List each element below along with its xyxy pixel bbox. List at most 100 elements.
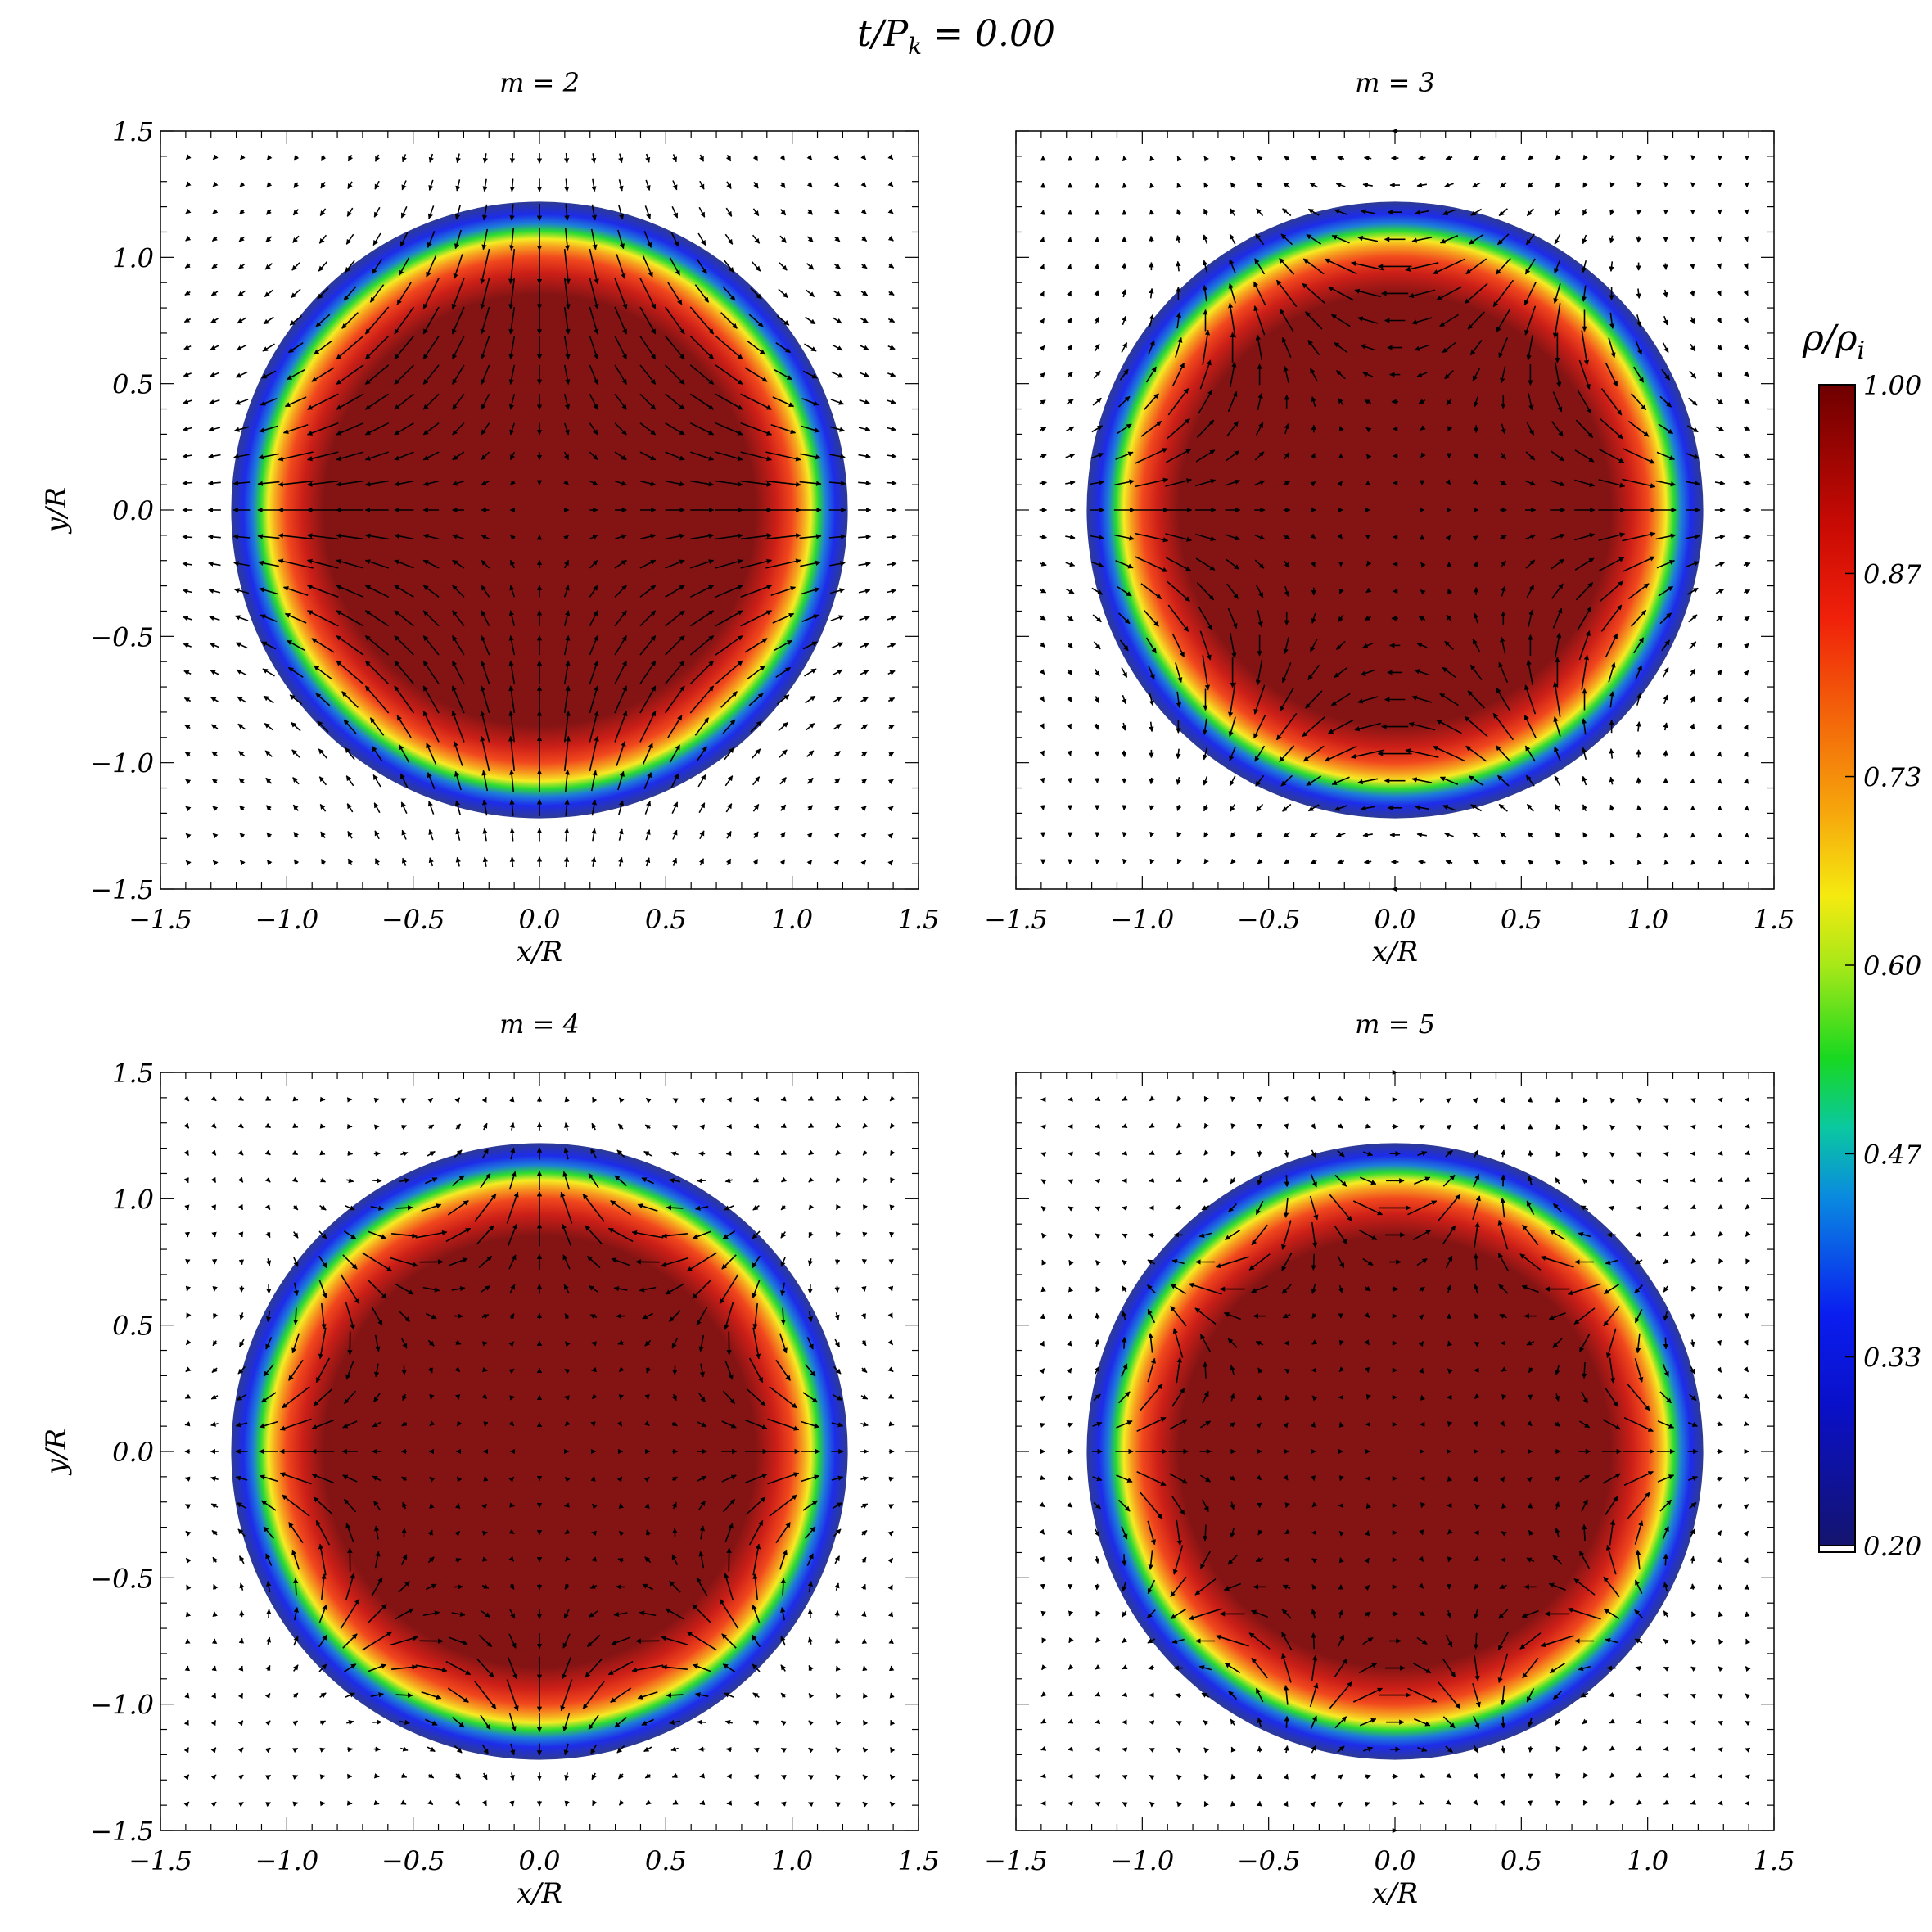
- velocity-arrow: [726, 1097, 733, 1103]
- velocity-arrow: [1555, 1124, 1561, 1131]
- velocity-arrow: [235, 642, 248, 649]
- velocity-arrow: [563, 585, 570, 598]
- velocity-arrow: [336, 533, 364, 540]
- velocity-arrow: [287, 369, 305, 381]
- velocity-arrow: [238, 1665, 244, 1672]
- velocity-arrow: [750, 720, 762, 733]
- velocity-arrow: [1716, 697, 1722, 703]
- velocity-arrow: [724, 1177, 733, 1184]
- velocity-arrow: [775, 666, 792, 678]
- velocity-arrow: [399, 744, 410, 763]
- velocity-arrow: [861, 236, 868, 242]
- velocity-arrow: [861, 263, 868, 269]
- velocity-arrow: [1609, 748, 1614, 759]
- velocity-arrow: [1362, 832, 1373, 838]
- velocity-arrow: [665, 393, 685, 410]
- velocity-arrow: [238, 751, 246, 757]
- velocity-arrow: [1310, 1773, 1316, 1780]
- velocity-arrow: [1067, 371, 1073, 378]
- velocity-arrow: [618, 800, 625, 815]
- velocity-arrow: [211, 778, 218, 784]
- velocity-arrow: [835, 1149, 842, 1156]
- velocity-arrow: [212, 833, 219, 839]
- velocity-arrow: [265, 805, 272, 811]
- velocity-arrow: [347, 181, 353, 190]
- velocity-arrow: [239, 182, 246, 187]
- velocity-arrow: [453, 254, 463, 279]
- velocity-arrow: [644, 1773, 651, 1779]
- velocity-arrow: [508, 249, 516, 285]
- velocity-arrow: [1636, 182, 1642, 188]
- velocity-arrow: [1198, 606, 1213, 630]
- velocity-arrow: [1149, 209, 1155, 215]
- velocity-arrow: [862, 1719, 869, 1727]
- velocity-arrow: [1688, 397, 1698, 406]
- velocity-arrow: [264, 1774, 272, 1781]
- velocity-arrow: [1203, 1122, 1209, 1129]
- velocity-arrow: [210, 1176, 217, 1184]
- velocity-arrow: [670, 773, 679, 788]
- velocity-arrow: [1690, 859, 1696, 865]
- velocity-arrow: [291, 1720, 299, 1727]
- velocity-arrow: [1311, 1632, 1316, 1650]
- velocity-arrow: [689, 634, 715, 656]
- velocity-arrow: [394, 451, 414, 461]
- x-tick-label: −1.5: [984, 904, 1048, 935]
- velocity-arrow: [509, 152, 516, 164]
- velocity-arrow: [886, 453, 897, 459]
- velocity-arrow: [1337, 1801, 1343, 1808]
- velocity-arrow: [364, 685, 390, 714]
- velocity-arrow: [1663, 1799, 1670, 1805]
- velocity-arrow: [211, 1367, 218, 1374]
- velocity-arrow: [862, 1149, 869, 1156]
- velocity-arrow: [1745, 1720, 1751, 1727]
- velocity-arrow: [1115, 451, 1134, 461]
- velocity-arrow: [1636, 1772, 1643, 1778]
- velocity-arrow: [1203, 776, 1208, 786]
- velocity-arrow: [185, 236, 192, 242]
- velocity-arrow: [780, 804, 787, 811]
- velocity-arrow: [1068, 1801, 1073, 1807]
- velocity-arrow: [1068, 1286, 1074, 1293]
- velocity-arrow: [1445, 1097, 1451, 1104]
- velocity-arrow: [1095, 1260, 1101, 1266]
- velocity-arrow: [777, 694, 790, 705]
- velocity-arrow: [833, 805, 840, 811]
- velocity-arrow: [858, 534, 872, 540]
- velocity-arrow: [1067, 1556, 1072, 1563]
- velocity-arrow: [1663, 805, 1669, 811]
- velocity-arrow: [1718, 1258, 1724, 1265]
- velocity-arrow: [1471, 832, 1481, 838]
- velocity-arrow: [1040, 1422, 1046, 1428]
- velocity-arrow: [315, 314, 331, 327]
- velocity-arrow: [1609, 235, 1614, 244]
- velocity-arrow: [278, 558, 314, 569]
- velocity-arrow: [639, 559, 657, 569]
- velocity-arrow: [210, 1774, 217, 1781]
- y-tick-label: 1.5: [112, 1058, 154, 1089]
- velocity-arrow: [1718, 1611, 1723, 1618]
- velocity-arrow: [482, 1772, 488, 1781]
- velocity-arrow: [1203, 208, 1209, 216]
- velocity-arrow: [639, 660, 657, 685]
- velocity-arrow: [1716, 1503, 1723, 1510]
- velocity-arrow: [1690, 696, 1695, 703]
- velocity-arrow: [1609, 1097, 1616, 1104]
- velocity-arrow: [422, 422, 440, 436]
- velocity-arrow: [1135, 477, 1169, 488]
- velocity-arrow: [726, 1800, 733, 1806]
- velocity-arrow: [209, 616, 220, 621]
- velocity-arrow: [1039, 669, 1045, 675]
- velocity-arrow: [1068, 1233, 1074, 1239]
- velocity-arrow: [1690, 236, 1695, 242]
- velocity-arrow: [1203, 747, 1208, 761]
- velocity-arrow: [715, 634, 743, 656]
- velocity-arrow: [481, 451, 490, 461]
- velocity-arrow: [451, 306, 465, 335]
- velocity-arrow: [639, 685, 657, 714]
- velocity-arrow: [669, 257, 680, 276]
- velocity-arrow: [336, 558, 364, 569]
- velocity-arrow: [320, 155, 327, 161]
- velocity-arrow: [210, 724, 219, 729]
- velocity-arrow: [1609, 1745, 1616, 1751]
